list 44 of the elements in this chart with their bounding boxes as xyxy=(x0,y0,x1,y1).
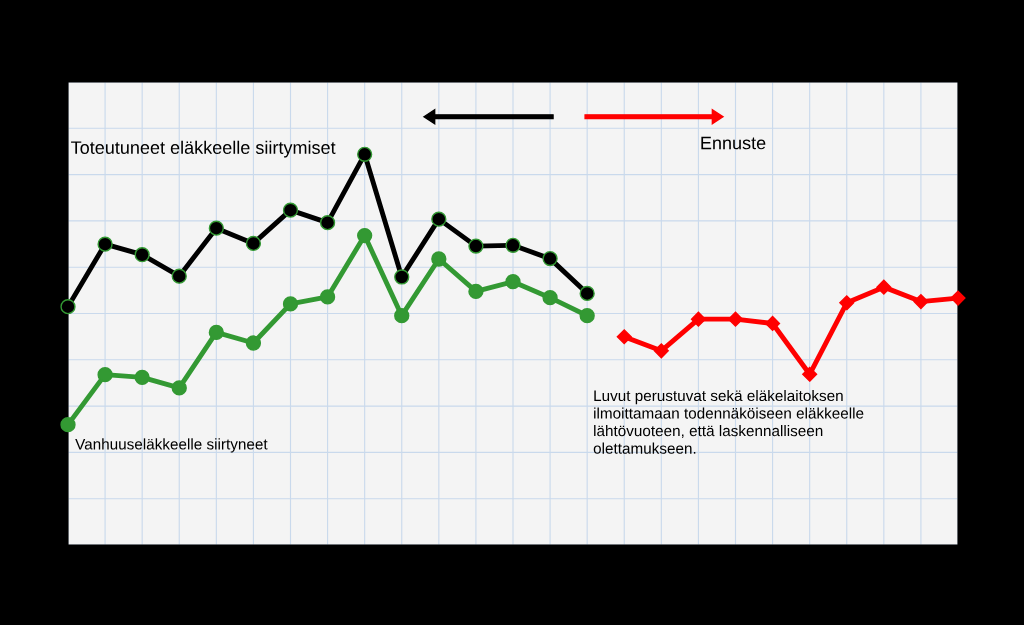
point xyxy=(357,146,373,162)
point xyxy=(208,324,224,341)
point xyxy=(60,417,76,433)
point xyxy=(319,289,336,305)
point xyxy=(171,268,187,284)
point xyxy=(245,335,262,351)
point xyxy=(468,283,484,300)
point xyxy=(468,238,484,254)
point xyxy=(690,311,706,327)
point xyxy=(542,290,558,306)
text: Ennuste xyxy=(701,136,766,150)
point xyxy=(579,308,595,324)
point xyxy=(97,367,113,383)
annotation: Luvut perustuvat sekä eläkelaitoksen ilmoittamaan todennäköiseen eläkkeelle lähtövuoteen, että laskennalliseen olettamukseen. xyxy=(593,389,864,454)
point xyxy=(765,315,781,332)
point xyxy=(282,296,299,312)
point xyxy=(319,215,336,231)
point xyxy=(950,290,966,306)
point xyxy=(505,237,521,253)
point xyxy=(505,274,521,290)
point xyxy=(802,366,818,382)
point xyxy=(208,220,224,236)
point xyxy=(282,202,299,218)
point xyxy=(653,343,669,359)
point xyxy=(171,380,187,396)
point xyxy=(394,308,410,324)
point xyxy=(394,269,410,285)
point xyxy=(727,311,744,327)
point xyxy=(134,247,150,263)
point xyxy=(431,211,447,227)
point xyxy=(542,250,558,267)
series-label: Vanhuuseläkkeelle siirtyneet xyxy=(75,438,268,453)
point xyxy=(913,294,929,310)
point xyxy=(616,329,632,345)
point xyxy=(876,279,892,295)
point xyxy=(431,251,447,267)
point xyxy=(134,369,150,386)
point xyxy=(357,227,373,244)
point xyxy=(97,236,113,252)
point xyxy=(245,235,262,252)
point xyxy=(579,285,595,302)
point xyxy=(839,295,855,311)
point xyxy=(60,299,76,315)
series-label: Toteutuneet eläkkeelle siirtymiset xyxy=(71,140,336,158)
